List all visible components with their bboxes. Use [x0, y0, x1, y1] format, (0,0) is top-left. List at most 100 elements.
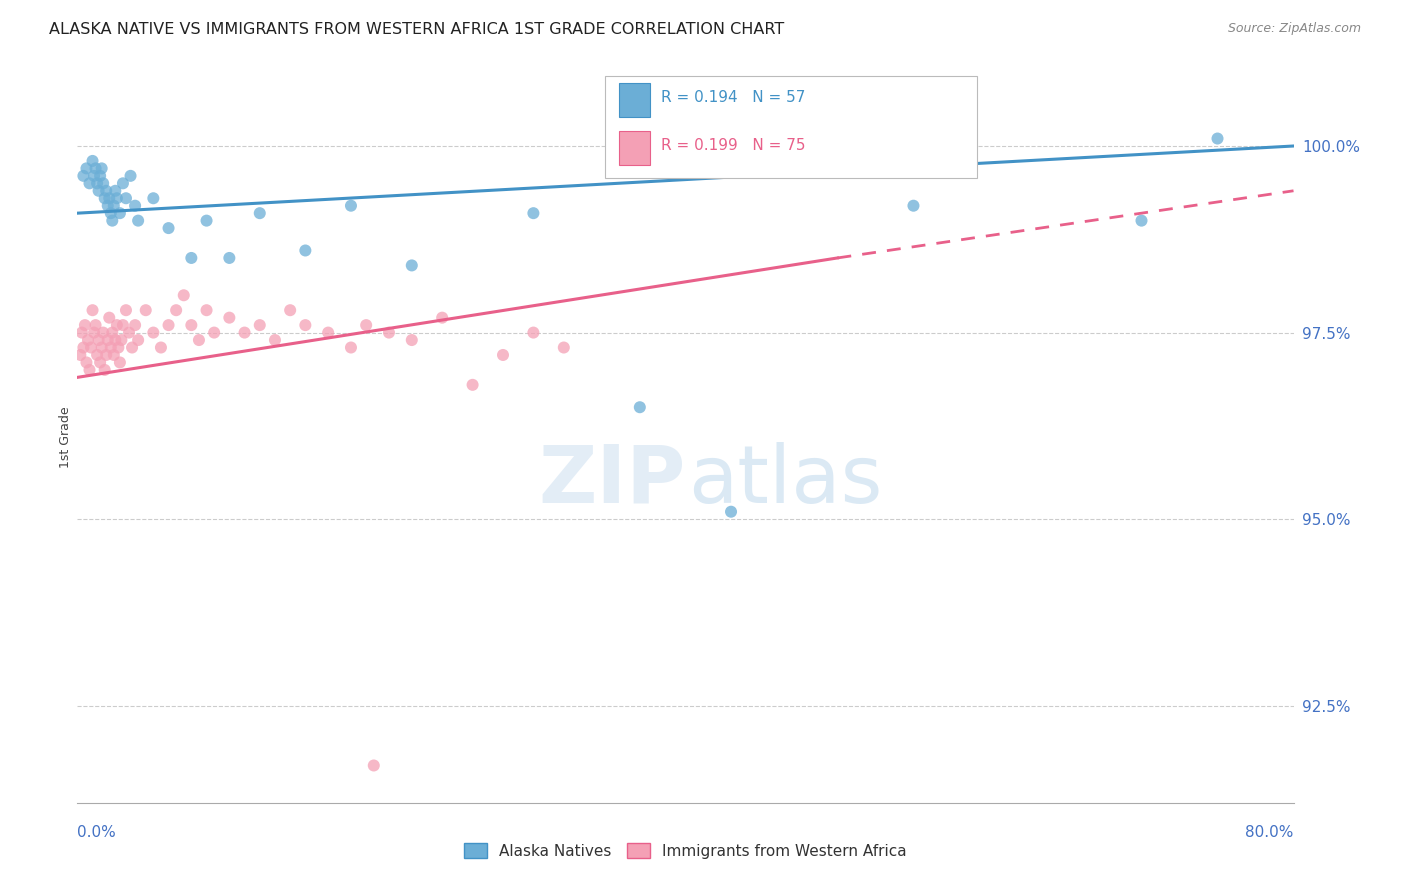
- Point: [80, 341, 103, 355]
- Point: [97, 333, 120, 347]
- Point: [86, 177, 108, 191]
- Point: [103, 348, 125, 362]
- Point: [522, 326, 544, 340]
- Point: [340, 199, 363, 213]
- Point: [432, 310, 454, 325]
- Point: [354, 318, 377, 332]
- Point: [77, 333, 100, 347]
- Point: [111, 177, 134, 191]
- Point: [363, 758, 385, 772]
- Point: [121, 341, 143, 355]
- Point: [96, 348, 118, 362]
- Point: [553, 341, 575, 355]
- Point: [188, 333, 211, 347]
- Point: [127, 213, 149, 227]
- Point: [100, 206, 122, 220]
- Point: [135, 303, 157, 318]
- Point: [149, 341, 172, 355]
- Point: [84, 161, 107, 176]
- Point: [903, 199, 925, 213]
- Point: [401, 259, 423, 273]
- Point: [101, 213, 124, 227]
- Point: [103, 199, 125, 213]
- Point: [82, 303, 104, 318]
- Point: [278, 303, 301, 318]
- Point: [115, 191, 138, 205]
- Point: [142, 191, 165, 205]
- Y-axis label: 1st Grade: 1st Grade: [59, 406, 72, 468]
- Point: [628, 401, 651, 415]
- Point: [340, 341, 363, 355]
- Point: [82, 153, 104, 168]
- Point: [93, 191, 115, 205]
- Point: [249, 206, 271, 220]
- Point: [108, 206, 131, 220]
- Point: [105, 191, 128, 205]
- Point: [75, 161, 97, 176]
- Point: [90, 161, 112, 176]
- Point: [107, 341, 129, 355]
- Point: [157, 221, 180, 235]
- Point: [249, 318, 271, 332]
- Point: [84, 318, 107, 332]
- Point: [202, 326, 225, 340]
- Point: [294, 318, 316, 332]
- Point: [165, 303, 187, 318]
- Text: ZIP: ZIP: [538, 442, 686, 520]
- Point: [118, 326, 141, 340]
- Point: [127, 333, 149, 347]
- Point: [124, 318, 146, 332]
- Text: R = 0.194   N = 57: R = 0.194 N = 57: [661, 90, 806, 105]
- Point: [124, 199, 146, 213]
- Point: [461, 377, 484, 392]
- Point: [264, 333, 287, 347]
- Point: [89, 355, 111, 369]
- Text: atlas: atlas: [688, 442, 882, 520]
- Point: [218, 310, 240, 325]
- Point: [111, 318, 134, 332]
- Point: [720, 505, 742, 519]
- Point: [90, 341, 112, 355]
- Point: [316, 326, 339, 340]
- Point: [1206, 131, 1229, 145]
- Text: R = 0.199   N = 75: R = 0.199 N = 75: [661, 138, 806, 153]
- Text: 80.0%: 80.0%: [1246, 825, 1294, 840]
- Point: [96, 184, 118, 198]
- Point: [522, 206, 544, 220]
- Point: [86, 348, 108, 362]
- Point: [72, 169, 94, 183]
- Point: [98, 310, 121, 325]
- Point: [83, 169, 105, 183]
- Point: [492, 348, 515, 362]
- Point: [87, 184, 110, 198]
- Point: [89, 169, 111, 183]
- Point: [401, 333, 423, 347]
- Point: [180, 251, 202, 265]
- Text: 0.0%: 0.0%: [77, 825, 117, 840]
- Point: [378, 326, 401, 340]
- Point: [233, 326, 256, 340]
- Point: [100, 341, 122, 355]
- Point: [142, 326, 165, 340]
- Text: ALASKA NATIVE VS IMMIGRANTS FROM WESTERN AFRICA 1ST GRADE CORRELATION CHART: ALASKA NATIVE VS IMMIGRANTS FROM WESTERN…: [49, 22, 785, 37]
- Point: [75, 355, 97, 369]
- Point: [91, 326, 114, 340]
- Legend: Alaska Natives, Immigrants from Western Africa: Alaska Natives, Immigrants from Western …: [458, 837, 912, 864]
- Point: [218, 251, 240, 265]
- Text: Source: ZipAtlas.com: Source: ZipAtlas.com: [1227, 22, 1361, 36]
- Point: [83, 326, 105, 340]
- Point: [120, 169, 142, 183]
- Point: [105, 318, 128, 332]
- Point: [73, 318, 96, 332]
- Point: [180, 318, 202, 332]
- Point: [70, 326, 93, 340]
- Point: [87, 333, 110, 347]
- Point: [72, 341, 94, 355]
- Point: [110, 333, 132, 347]
- Point: [104, 184, 127, 198]
- Point: [104, 333, 127, 347]
- Point: [93, 363, 115, 377]
- Point: [294, 244, 316, 258]
- Point: [173, 288, 195, 302]
- Point: [115, 303, 138, 318]
